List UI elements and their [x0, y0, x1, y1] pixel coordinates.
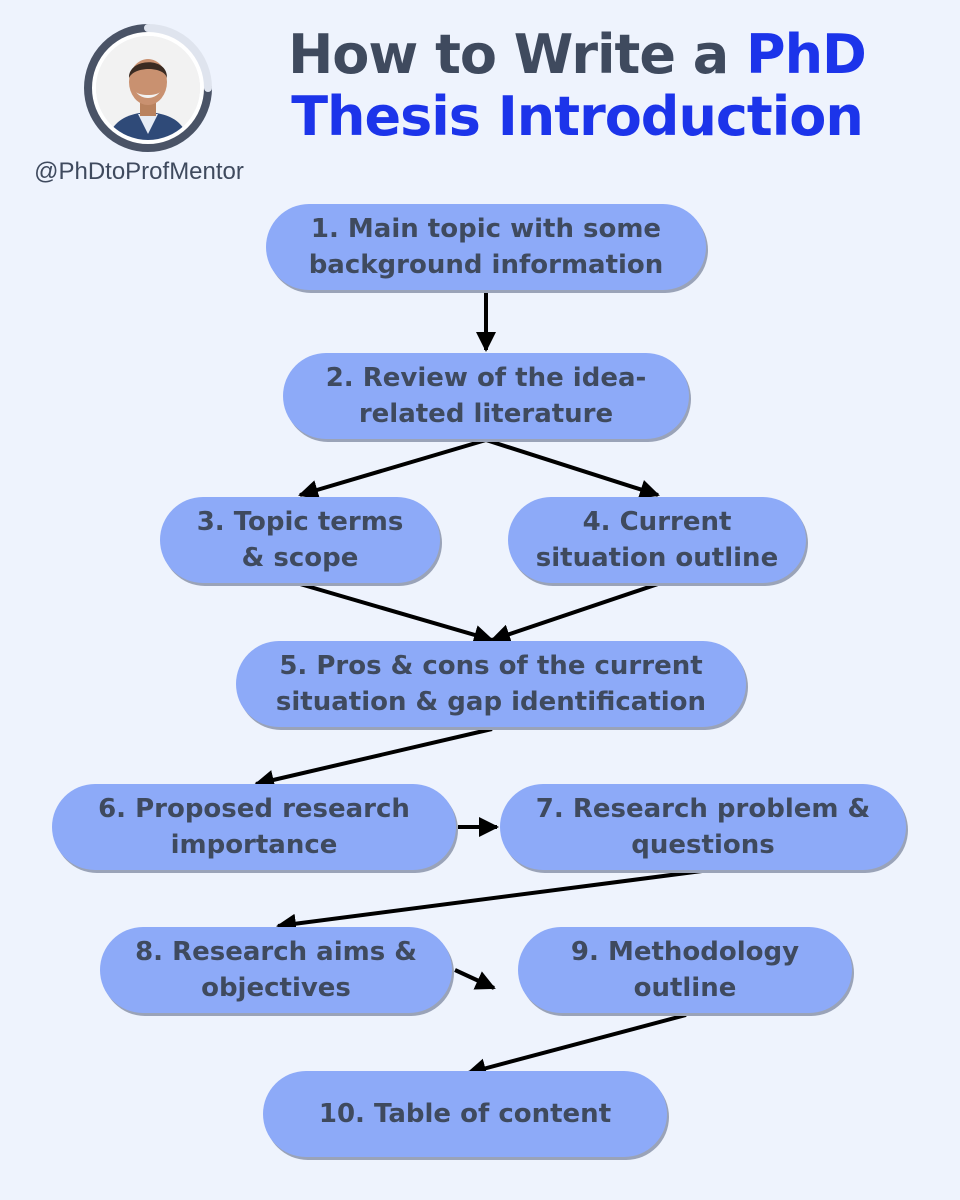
step-6-label: 6. Proposed research importance	[98, 794, 410, 860]
arrow-3-to-5	[299, 582, 494, 645]
step-4: 4. Current situation outline	[508, 497, 806, 583]
step-7-label: 7. Research problem & questions	[535, 794, 871, 860]
arrow-2-to-4	[485, 438, 660, 500]
step-2: 2. Review of the idea- related literatur…	[283, 353, 689, 439]
arrow-4-to-5	[490, 582, 659, 644]
arrow-8-to-9	[454, 968, 496, 990]
arrow-2-to-3	[298, 438, 487, 500]
author-handle: @PhDtoProfMentor	[34, 158, 244, 185]
step-10: 10. Table of content	[263, 1071, 667, 1157]
step-7: 7. Research problem & questions	[500, 784, 906, 870]
step-8-label: 8. Research aims & objectives	[135, 937, 417, 1003]
arrow-5-to-6	[254, 727, 493, 790]
arrow-9-to-10	[466, 1013, 687, 1079]
step-8: 8. Research aims & objectives	[100, 927, 452, 1013]
step-5-label: 5. Pros & cons of the current situation …	[275, 651, 707, 717]
step-1-label: 1. Main topic with some background infor…	[308, 214, 664, 280]
arrow-7-to-8	[276, 869, 703, 934]
step-9: 9. Methodology outline	[518, 927, 852, 1013]
step-3: 3. Topic terms & scope	[160, 497, 440, 583]
step-5: 5. Pros & cons of the current situation …	[236, 641, 746, 727]
page-title: How to Write a PhD Thesis Introduction	[262, 24, 892, 148]
title-accent-thesis: Thesis Introduction	[291, 85, 864, 148]
step-9-label: 9. Methodology outline	[570, 937, 800, 1003]
avatar	[84, 24, 212, 152]
step-2-label: 2. Review of the idea- related literatur…	[325, 363, 647, 429]
step-6: 6. Proposed research importance	[52, 784, 456, 870]
title-text: How to Write a	[288, 23, 747, 86]
title-accent-phd: PhD	[746, 23, 867, 86]
step-4-label: 4. Current situation outline	[535, 507, 779, 573]
step-3-label: 3. Topic terms & scope	[196, 507, 404, 573]
step-10-label: 10. Table of content	[318, 1099, 612, 1129]
step-1: 1. Main topic with some background infor…	[266, 204, 706, 290]
